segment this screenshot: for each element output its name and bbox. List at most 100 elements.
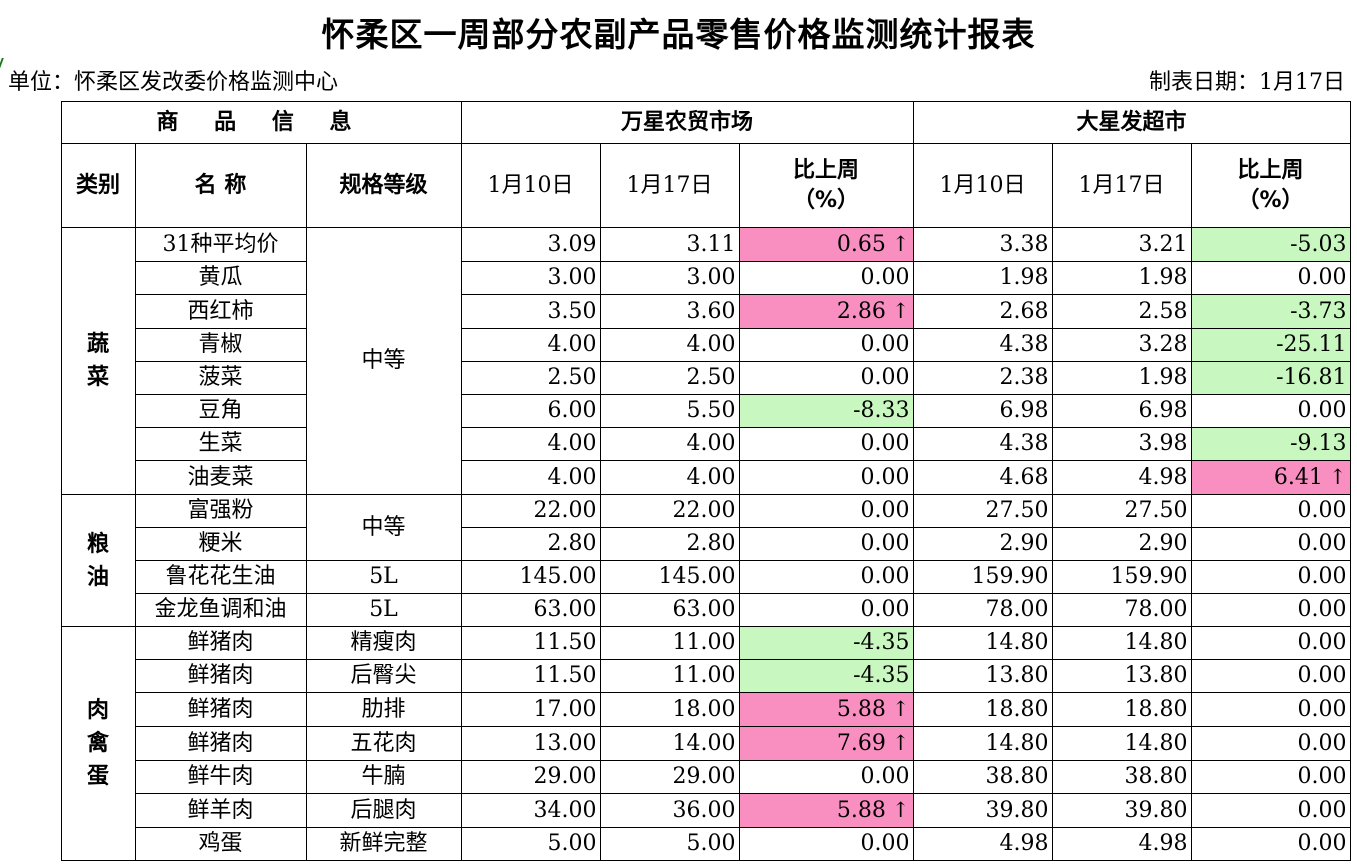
row-gutter bbox=[0, 494, 62, 627]
change-value: 0.00 bbox=[860, 365, 910, 390]
category-text: 粮油 bbox=[86, 531, 109, 590]
change-value: 0.00 bbox=[1297, 398, 1347, 423]
change-value: 0.00 bbox=[1297, 265, 1347, 290]
m2-price-date2: 38.80 bbox=[1051, 760, 1192, 794]
header-name: 名 称 bbox=[134, 143, 307, 228]
m1-price-date2: 3.11 bbox=[599, 227, 740, 262]
header-m1-date2: 1月17日 bbox=[599, 143, 740, 228]
change-cell: 0.00 bbox=[1190, 626, 1351, 660]
m1-price-date1: 4.00 bbox=[460, 328, 601, 362]
header-category: 类别 bbox=[60, 143, 136, 228]
change-cell: 0.00 bbox=[1190, 726, 1351, 761]
product-name: 菠菜 bbox=[134, 361, 307, 395]
m1-price-date1: 3.09 bbox=[460, 227, 601, 262]
m1-price-date2: 5.00 bbox=[599, 827, 740, 861]
change-cell: 0.00 bbox=[1190, 560, 1351, 594]
price-table: 商 品 信 息 万星农贸市场 大星发超市 类别 名 称 规格等级 1月10日 1… bbox=[0, 101, 1351, 861]
change-value: 0.00 bbox=[860, 564, 910, 589]
change-value: 0.00 bbox=[860, 597, 910, 622]
change-value: -16.81 bbox=[1276, 365, 1347, 390]
product-name: 鸡蛋 bbox=[134, 827, 307, 861]
change-cell: 7.69 ↑ bbox=[738, 726, 914, 761]
change-cell: 0.00 bbox=[738, 460, 914, 495]
row-header-gutter bbox=[0, 101, 62, 228]
table-row: 鲜猪肉 五花肉 13.00 14.00 7.69 ↑ 14.80 14.80 0.00 bbox=[0, 726, 1351, 761]
product-name: 豆角 bbox=[134, 394, 307, 428]
m1-price-date1: 34.00 bbox=[460, 793, 601, 828]
header-product-info-label: 商 品 信 息 bbox=[156, 110, 366, 135]
change-cell: -3.73 bbox=[1190, 294, 1351, 329]
change-cell: 0.00 bbox=[1190, 659, 1351, 693]
change-cell: 0.00 bbox=[1190, 827, 1351, 861]
change-value: 0.00 bbox=[1297, 597, 1347, 622]
m1-price-date1: 4.00 bbox=[460, 427, 601, 461]
product-name: 油麦菜 bbox=[134, 460, 307, 495]
m2-price-date1: 27.50 bbox=[912, 494, 1053, 528]
header-m2-date1: 1月10日 bbox=[912, 143, 1053, 228]
product-name: 生菜 bbox=[134, 427, 307, 461]
change-value: 0.00 bbox=[1297, 531, 1347, 556]
change-value: 5.88 bbox=[836, 798, 886, 823]
change-cell: -9.13 bbox=[1190, 427, 1351, 461]
m1-price-date1: 29.00 bbox=[460, 760, 601, 794]
change-value: 5.88 bbox=[836, 697, 886, 722]
m1-price-date1: 11.50 bbox=[460, 626, 601, 660]
product-name: 鲁花花生油 bbox=[134, 560, 307, 594]
table-row: 生菜 4.00 4.00 0.00 4.38 3.98 -9.13 bbox=[0, 427, 1351, 461]
m2-price-date2: 3.21 bbox=[1051, 227, 1192, 262]
change-value: 0.00 bbox=[1297, 663, 1347, 688]
change-cell: -4.35 bbox=[738, 659, 914, 693]
m2-price-date1: 78.00 bbox=[912, 593, 1053, 627]
header-change-line2: （%） bbox=[1237, 187, 1304, 213]
change-cell: -4.35 bbox=[738, 626, 914, 660]
header-change-line2: （%） bbox=[792, 187, 860, 213]
change-value: 0.00 bbox=[860, 831, 910, 856]
spec-grade: 五花肉 bbox=[305, 726, 462, 761]
m2-price-date1: 13.80 bbox=[912, 659, 1053, 693]
table-row: 豆角 6.00 5.50 -8.33 6.98 6.98 0.00 bbox=[0, 394, 1351, 428]
m2-price-date1: 39.80 bbox=[912, 793, 1053, 828]
table-row: 菠菜 2.50 2.50 0.00 2.38 1.98 -16.81 bbox=[0, 361, 1351, 395]
change-value: -8.33 bbox=[853, 398, 910, 423]
m1-price-date1: 5.00 bbox=[460, 827, 601, 861]
m2-price-date2: 1.98 bbox=[1051, 261, 1192, 295]
change-cell: -5.03 bbox=[1190, 227, 1351, 262]
category-label: 蔬菜 bbox=[60, 227, 136, 495]
change-cell: -16.81 bbox=[1190, 361, 1351, 395]
table-row: 粳米 2.80 2.80 0.00 2.90 2.90 0.00 bbox=[0, 527, 1351, 561]
m1-price-date2: 11.00 bbox=[599, 659, 740, 693]
table-row: 金龙鱼调和油 5L 63.00 63.00 0.00 78.00 78.00 0.00 bbox=[0, 593, 1351, 627]
m2-price-date1: 1.98 bbox=[912, 261, 1053, 295]
m1-price-date2: 145.00 bbox=[599, 560, 740, 594]
m2-price-date2: 18.80 bbox=[1051, 692, 1192, 727]
m2-price-date1: 38.80 bbox=[912, 760, 1053, 794]
header-m1-change: 比上周 （%） bbox=[738, 143, 914, 228]
m1-price-date1: 2.80 bbox=[460, 527, 601, 561]
change-value: -4.35 bbox=[853, 630, 910, 655]
m1-price-date2: 3.00 bbox=[599, 261, 740, 295]
change-value: 2.86 bbox=[836, 299, 886, 324]
change-value: 0.00 bbox=[1297, 564, 1347, 589]
table-row: 油麦菜 4.00 4.00 0.00 4.68 4.98 6.41 ↑ bbox=[0, 460, 1351, 495]
change-value: 0.00 bbox=[1297, 730, 1347, 756]
date-label: 制表日期：1月17日 bbox=[1149, 70, 1345, 95]
change-value: 0.00 bbox=[860, 464, 910, 490]
change-cell: 0.00 bbox=[738, 827, 914, 861]
spec-grade: 5L bbox=[305, 560, 462, 594]
up-arrow-icon: ↑ bbox=[891, 798, 910, 822]
m2-price-date1: 18.80 bbox=[912, 692, 1053, 727]
m2-price-date1: 14.80 bbox=[912, 626, 1053, 660]
m1-price-date2: 11.00 bbox=[599, 626, 740, 660]
table-body: 商 品 信 息 万星农贸市场 大星发超市 类别 名 称 规格等级 1月10日 1… bbox=[0, 101, 1351, 861]
change-cell: 0.00 bbox=[738, 760, 914, 794]
m2-price-date2: 78.00 bbox=[1051, 593, 1192, 627]
header-spec: 规格等级 bbox=[305, 143, 462, 228]
m2-price-date2: 13.80 bbox=[1051, 659, 1192, 693]
change-cell: 0.00 bbox=[1190, 593, 1351, 627]
change-cell: 5.88 ↑ bbox=[738, 692, 914, 727]
m2-price-date2: 4.98 bbox=[1051, 827, 1192, 861]
m1-price-date1: 17.00 bbox=[460, 692, 601, 727]
m2-price-date1: 14.80 bbox=[912, 726, 1053, 761]
change-cell: 0.00 bbox=[1190, 261, 1351, 295]
product-name: 富强粉 bbox=[134, 494, 307, 528]
